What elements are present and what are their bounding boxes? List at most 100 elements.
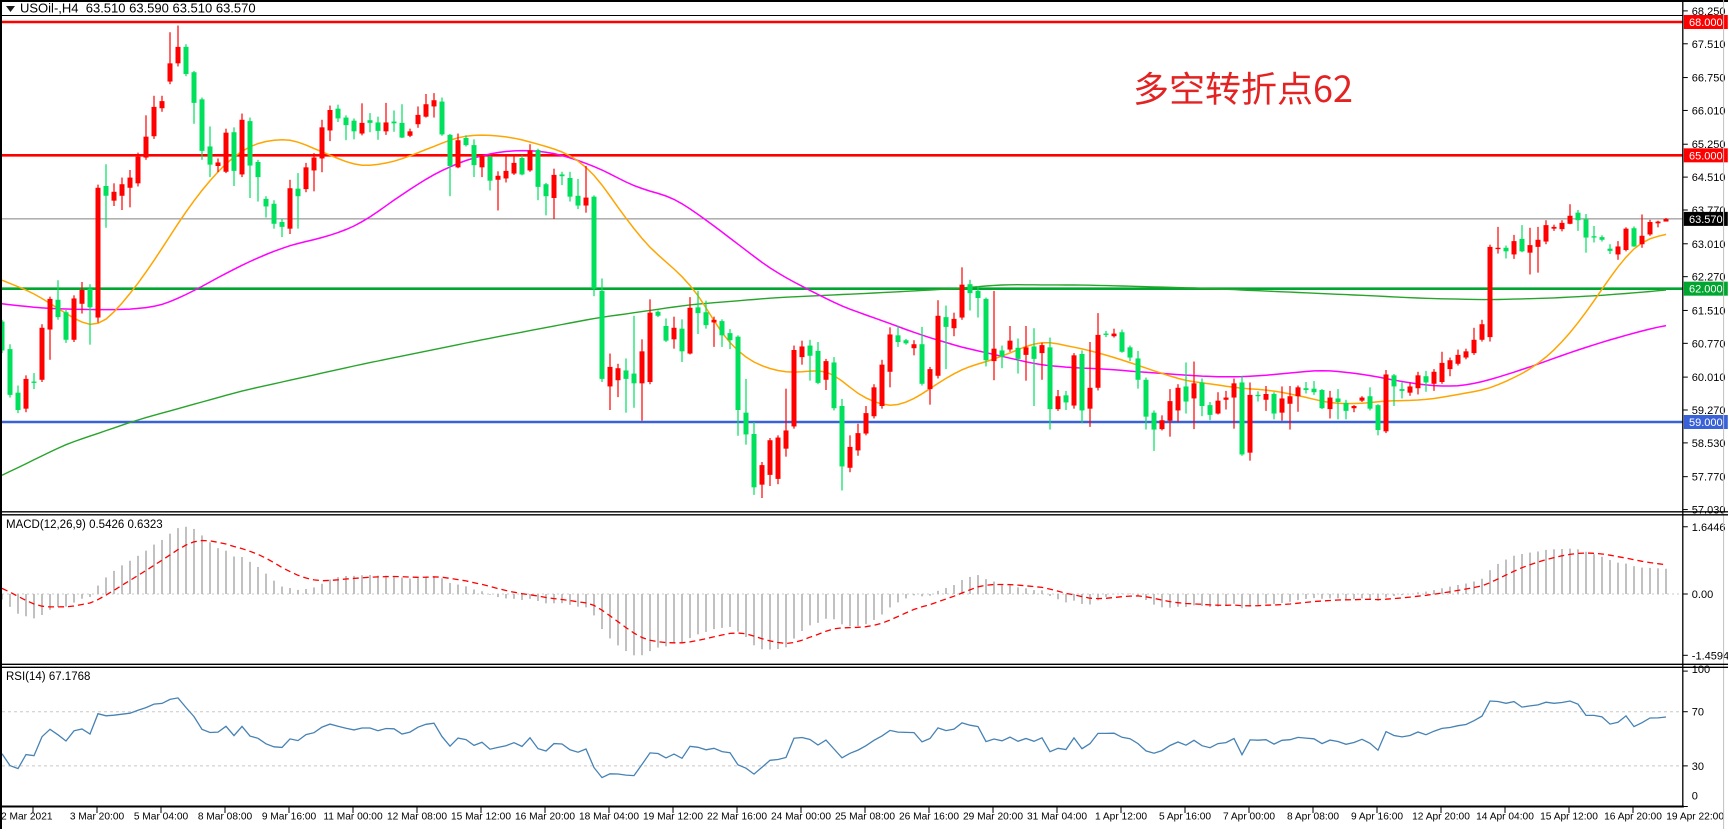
candle-body	[695, 307, 701, 314]
time-tick-label: 24 Mar 00:00	[771, 812, 831, 823]
candle-body	[951, 318, 957, 329]
candle-body	[727, 333, 733, 341]
candle-body	[1583, 219, 1589, 238]
candle-body	[375, 122, 381, 131]
price-axis-area[interactable]	[1682, 0, 1728, 806]
ma-mid-line	[1, 149, 1667, 387]
candle-body	[1495, 247, 1501, 250]
candle-body	[1047, 347, 1053, 410]
candle-body	[519, 158, 525, 175]
candle-body	[703, 312, 709, 326]
annotation-glyph	[1242, 71, 1276, 105]
candle-body	[1327, 397, 1333, 410]
symbol-dropdown-arrow-icon[interactable]	[6, 6, 15, 12]
candle-body	[1487, 246, 1493, 338]
time-tick-label: 8 Mar 08:00	[198, 812, 253, 823]
candle-body	[887, 334, 893, 372]
candle-body	[23, 378, 29, 409]
candle-body	[343, 117, 349, 126]
time-tick-label: 11 Mar 00:00	[323, 812, 383, 823]
time-tick-label: 18 Mar 04:00	[579, 812, 639, 823]
candle-body	[383, 122, 389, 132]
candle-body	[223, 132, 229, 172]
price-badge	[1683, 415, 1728, 429]
candle-body	[7, 349, 13, 395]
time-tick-label: 3 Mar 20:00	[70, 812, 125, 823]
candle-body	[1167, 401, 1173, 421]
candle-body	[807, 345, 813, 356]
candle-body	[943, 317, 949, 327]
candle-body	[1319, 390, 1325, 409]
candle-body	[1527, 245, 1533, 253]
time-axis[interactable]: 2 Mar 2021 3 Mar 20:00 5 Mar 04:00 8 Mar 08…	[0, 805, 1724, 823]
candle-body	[495, 175, 501, 180]
candle-body	[1639, 235, 1645, 245]
candle-body	[671, 327, 677, 340]
candle-body	[911, 344, 917, 349]
time-tick-label: 1 Apr 12:00	[1095, 812, 1147, 823]
candle-body	[1007, 340, 1013, 350]
price-axis[interactable]: 68.25067.51066.75066.01065.25064.51063.7…	[1682, 0, 1728, 806]
candle-body	[903, 340, 909, 344]
candle-body	[1391, 375, 1397, 387]
candle-body	[0, 321, 5, 351]
annotation-glyph	[1171, 71, 1203, 104]
price-tick-label: 66.750	[1692, 73, 1726, 85]
candle-body	[599, 290, 605, 379]
candle-body	[295, 188, 301, 197]
symbol-ohlc-label: USOil-,H4 63.510 63.590 63.510 63.570	[20, 1, 256, 16]
candle-body	[767, 440, 773, 475]
candle-body	[535, 150, 541, 187]
candle-body	[895, 335, 901, 342]
price-badge	[1683, 211, 1728, 226]
candle-body	[415, 114, 421, 125]
candle-body	[1063, 395, 1069, 403]
macd-pane[interactable]: 1.6446 0.00 -1.4594	[1, 514, 1728, 665]
rsi-axis-label: 70	[1692, 707, 1704, 719]
candle-body	[231, 132, 237, 171]
candle-body	[607, 366, 613, 387]
candle-body	[1479, 324, 1485, 340]
price-badge-label: 63.570	[1689, 214, 1723, 226]
candle-body	[1535, 239, 1541, 247]
candle-body	[39, 327, 45, 380]
annotation-glyph	[1278, 71, 1312, 105]
candle-body	[319, 127, 325, 159]
macd-plot-area[interactable]	[2, 514, 1683, 665]
price-pane[interactable]	[0, 15, 1683, 512]
candle-body	[1663, 218, 1669, 222]
candle-body	[1215, 400, 1221, 414]
candle-body	[1431, 371, 1437, 384]
candle-body	[983, 298, 989, 361]
candle-body	[1607, 248, 1613, 251]
candle-body	[1439, 362, 1445, 382]
candle-body	[543, 184, 549, 197]
price-tick-label: 62.270	[1692, 272, 1726, 284]
macd-label: MACD(12,26,9) 0.5426 0.6323	[6, 519, 163, 531]
candle-body	[663, 326, 669, 341]
rsi-pane[interactable]: 100 70 30 0	[1, 664, 1710, 807]
chart-annotation-text	[1135, 71, 1352, 105]
candle-body	[759, 465, 765, 485]
candle-body	[1199, 382, 1205, 406]
annotation-glyph	[1334, 75, 1352, 102]
candle-body	[255, 162, 261, 178]
rsi-line	[1, 697, 1667, 779]
candle-body	[1287, 396, 1293, 404]
macd-axis-label: 1.6446	[1692, 522, 1726, 534]
time-tick-label: 22 Mar 16:00	[707, 812, 767, 823]
candle-body	[447, 134, 453, 166]
time-tick-label: 16 Mar 20:00	[515, 812, 575, 823]
candle-body	[263, 198, 269, 207]
candle-body	[87, 288, 93, 308]
candle-body	[1127, 347, 1133, 358]
candle-body	[423, 104, 429, 117]
candle-body	[1295, 387, 1301, 397]
candle-body	[575, 195, 581, 206]
candle-body	[967, 284, 973, 294]
candle-body	[303, 167, 309, 190]
candle-body	[135, 156, 141, 184]
candle-body	[479, 155, 485, 168]
